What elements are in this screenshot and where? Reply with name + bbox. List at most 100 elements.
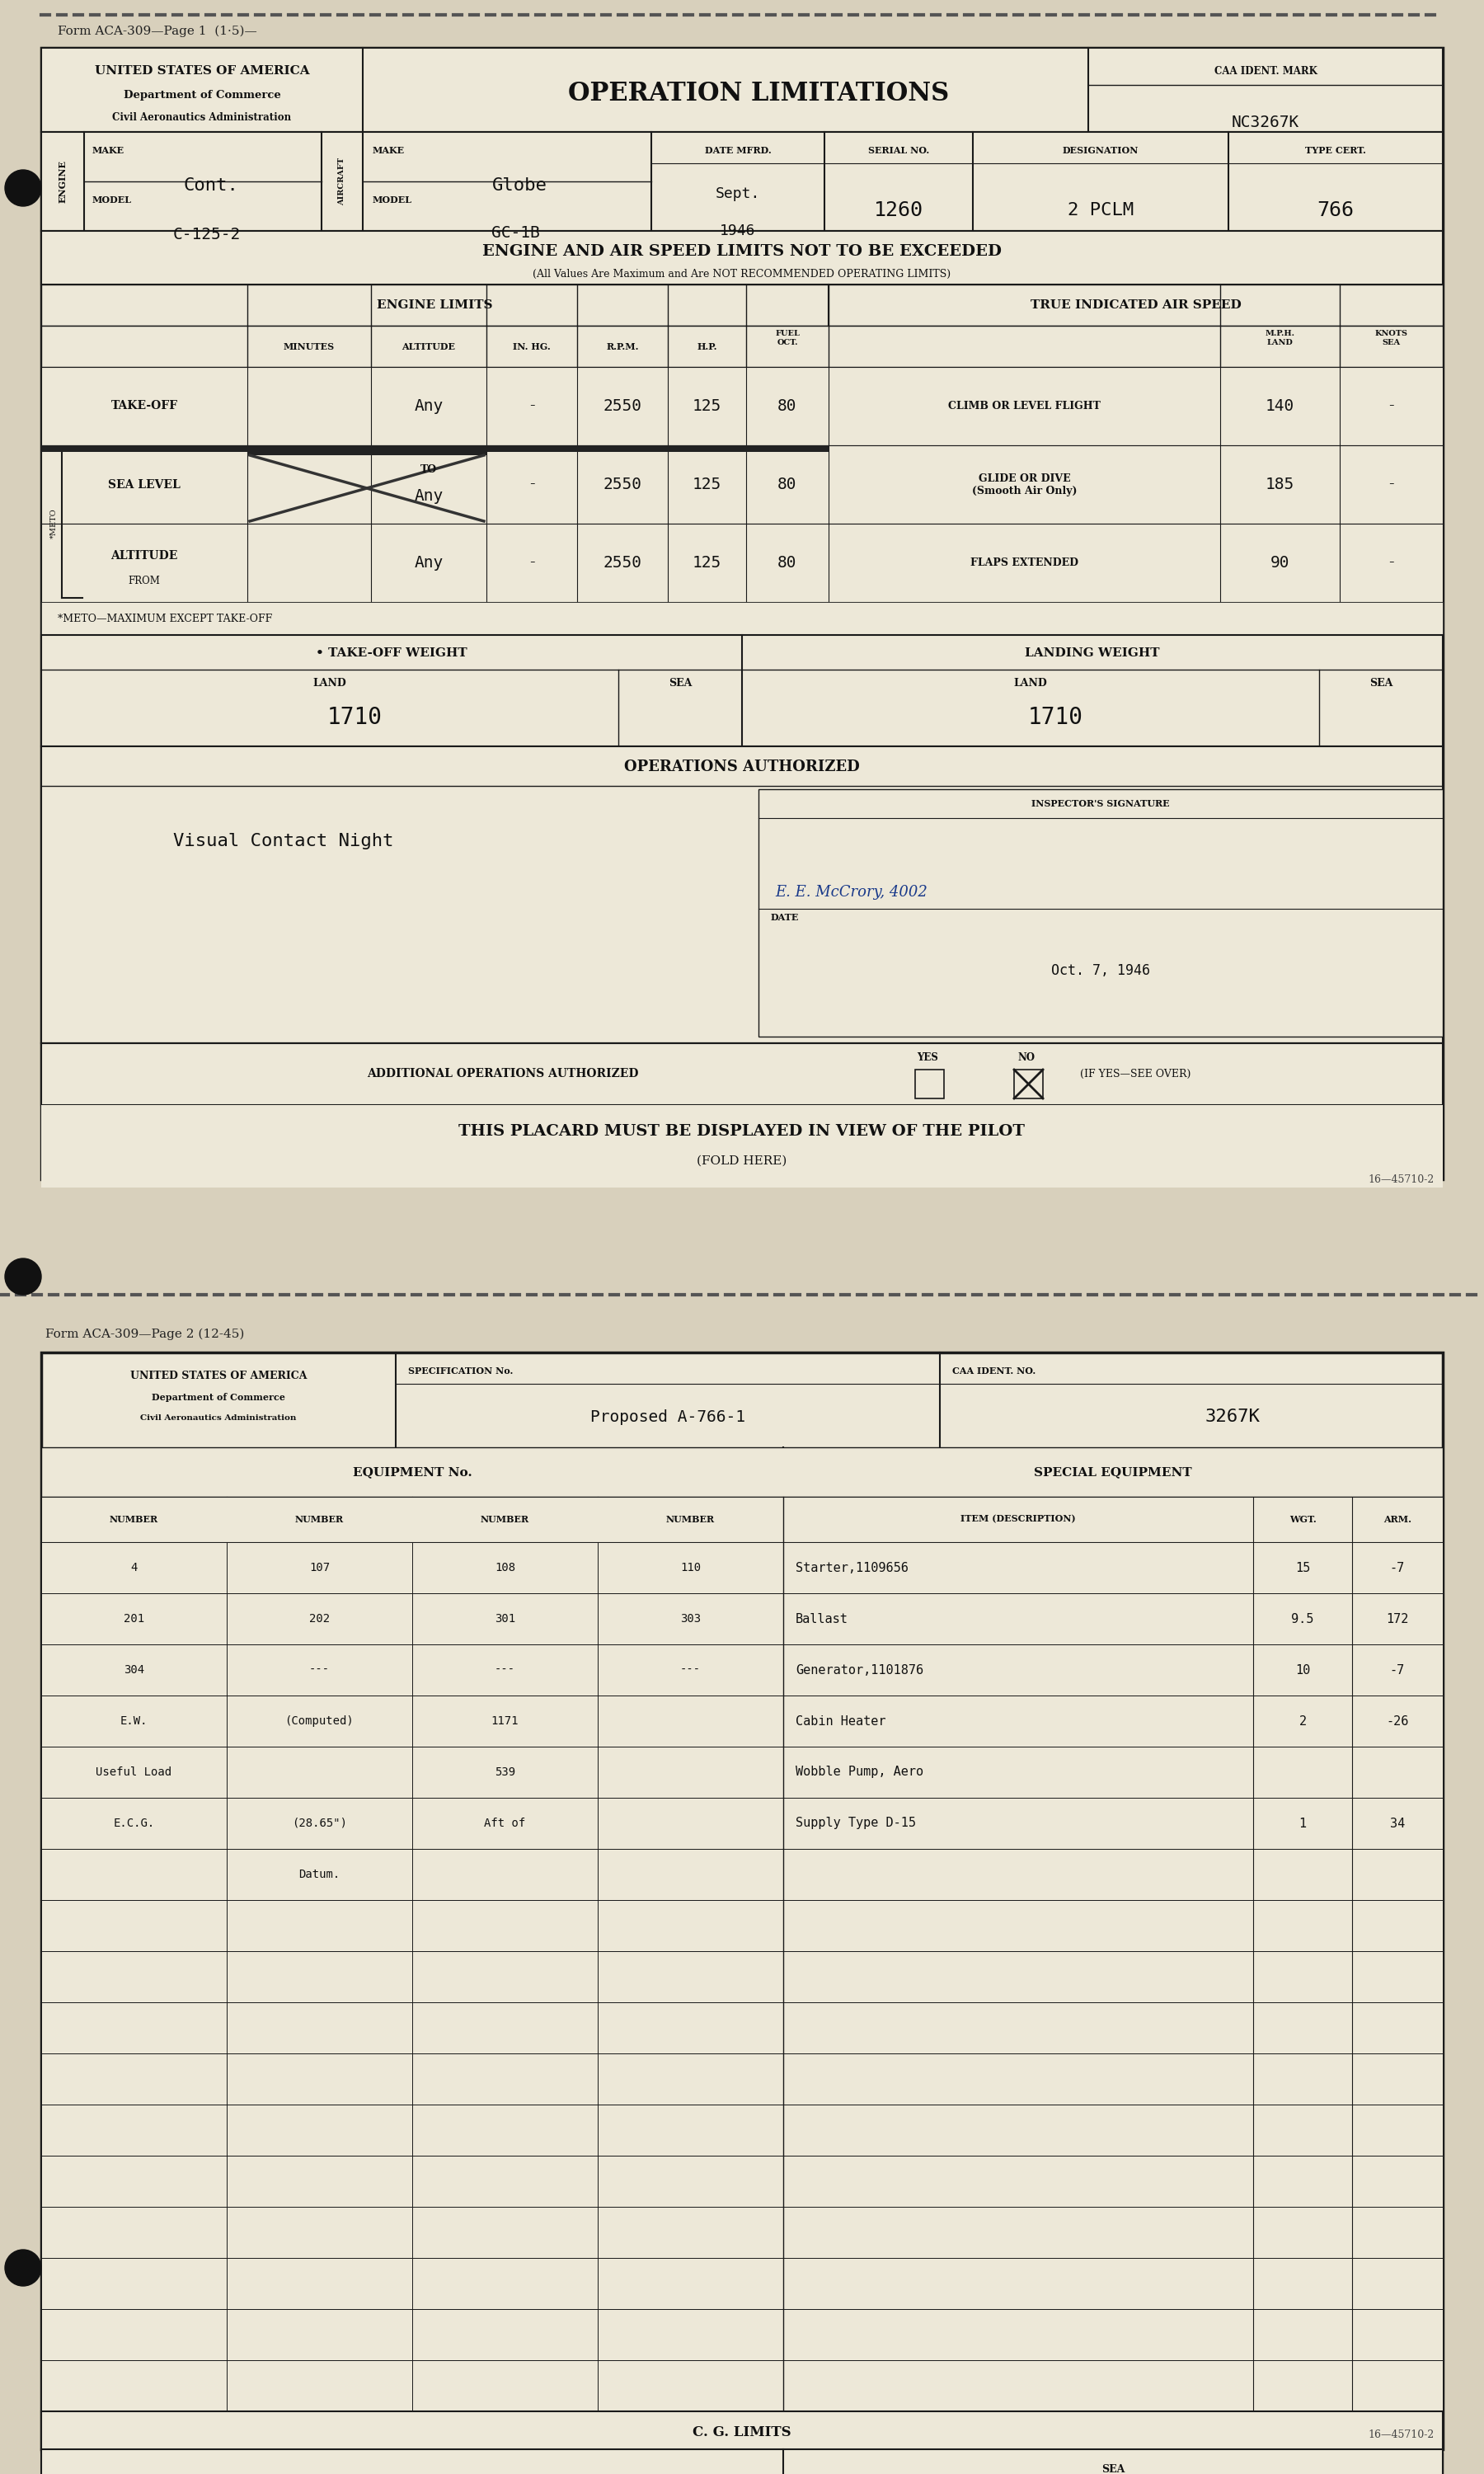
Bar <box>42 2449 1442 2474</box>
Text: 16—45710-2: 16—45710-2 <box>1368 1175 1435 1185</box>
Text: 539: 539 <box>494 1766 515 1779</box>
Bar <box>42 1799 1442 1848</box>
Text: FROM: FROM <box>128 576 160 586</box>
Text: • TAKE-OFF WEIGHT: • TAKE-OFF WEIGHT <box>316 648 467 658</box>
Text: SERIAL NO.: SERIAL NO. <box>868 146 929 153</box>
Text: Any: Any <box>414 398 444 413</box>
Bar <box>42 1848 1442 1900</box>
Text: Proposed A-766-1: Proposed A-766-1 <box>591 1410 745 1425</box>
Text: 80: 80 <box>778 554 797 571</box>
Text: SEA: SEA <box>668 678 692 688</box>
Bar <box>42 1541 1442 1593</box>
Text: 34: 34 <box>1391 1816 1405 1831</box>
Bar <box>42 2412 1442 2452</box>
Text: (IF YES—SEE OVER): (IF YES—SEE OVER) <box>1080 1069 1190 1079</box>
Text: NUMBER: NUMBER <box>481 1514 530 1524</box>
Text: ALTITUDE: ALTITUDE <box>402 341 456 351</box>
Text: 172: 172 <box>1386 1613 1408 1625</box>
Bar <box>42 230 1442 285</box>
Text: 80: 80 <box>778 398 797 413</box>
Text: LAND: LAND <box>1014 678 1048 688</box>
Text: -: - <box>1389 477 1393 492</box>
Text: OPERATION LIMITATIONS: OPERATION LIMITATIONS <box>568 82 950 106</box>
Text: ---: --- <box>494 1665 515 1675</box>
Text: 303: 303 <box>680 1613 700 1625</box>
Text: Any: Any <box>414 554 444 571</box>
Bar <box>248 445 487 455</box>
Text: THIS PLACARD MUST BE DISPLAYED IN VIEW OF THE PILOT: THIS PLACARD MUST BE DISPLAYED IN VIEW O… <box>459 1123 1025 1138</box>
Text: 201: 201 <box>123 1613 144 1625</box>
Bar <box>42 1106 1442 1188</box>
Text: (All Values Are Maximum and Are NOT RECOMMENDED OPERATING LIMITS): (All Values Are Maximum and Are NOT RECO… <box>533 270 951 280</box>
Text: -: - <box>528 557 534 571</box>
Bar <box>42 2259 1442 2308</box>
Text: 766: 766 <box>1318 200 1353 220</box>
Bar <box>42 1695 1442 1747</box>
Bar <box>42 327 1442 366</box>
Text: Aft of: Aft of <box>484 1818 525 1828</box>
Text: 1260: 1260 <box>874 200 923 220</box>
Text: IN. HG.: IN. HG. <box>513 341 551 351</box>
Text: 125: 125 <box>693 554 721 571</box>
Text: ---: --- <box>680 1665 700 1675</box>
Text: SPECIFICATION No.: SPECIFICATION No. <box>408 1366 513 1376</box>
Text: 125: 125 <box>693 398 721 413</box>
Text: H.P.: H.P. <box>697 341 717 351</box>
Bar <box>42 47 1442 131</box>
Text: FLAPS EXTENDED: FLAPS EXTENDED <box>971 557 1079 569</box>
Text: Civil Aeronautics Administration: Civil Aeronautics Administration <box>113 111 291 121</box>
Bar <box>42 524 1442 601</box>
Text: EQUIPMENT No.: EQUIPMENT No. <box>353 1467 472 1477</box>
Bar <box>42 2001 1442 2053</box>
Bar <box>42 445 1442 524</box>
Text: Ballast: Ballast <box>795 1613 849 1625</box>
Bar <box>42 2452 1442 2474</box>
Bar <box>1014 1069 1043 1098</box>
Text: ENGINE LIMITS: ENGINE LIMITS <box>377 299 493 312</box>
Text: KNOTS
SEA: KNOTS SEA <box>1374 329 1408 346</box>
Text: ENGINE AND AIR SPEED LIMITS NOT TO BE EXCEEDED: ENGINE AND AIR SPEED LIMITS NOT TO BE EX… <box>482 245 1002 260</box>
Text: R.P.M.: R.P.M. <box>605 341 638 351</box>
Text: Any: Any <box>414 487 444 505</box>
Text: -: - <box>528 398 534 413</box>
Text: ITEM (DESCRIPTION): ITEM (DESCRIPTION) <box>960 1514 1076 1524</box>
Text: -7: -7 <box>1391 1663 1405 1677</box>
Text: CLIMB OR LEVEL FLIGHT: CLIMB OR LEVEL FLIGHT <box>948 401 1101 411</box>
Text: M.P.H.
LAND: M.P.H. LAND <box>1264 329 1294 346</box>
Text: GLIDE OR DIVE
(Smooth Air Only): GLIDE OR DIVE (Smooth Air Only) <box>972 473 1077 495</box>
Text: -7: -7 <box>1391 1561 1405 1573</box>
Text: LANDING WEIGHT: LANDING WEIGHT <box>1025 648 1160 658</box>
Circle shape <box>4 1259 42 1294</box>
Bar <box>42 445 828 453</box>
Text: 301: 301 <box>494 1613 515 1625</box>
Text: NUMBER: NUMBER <box>110 1514 159 1524</box>
Text: YES: YES <box>917 1054 938 1064</box>
Text: E.W.: E.W. <box>120 1714 148 1727</box>
Bar <box>758 789 1442 1037</box>
Text: ENGINE: ENGINE <box>58 161 67 203</box>
Text: CAA IDENT. NO.: CAA IDENT. NO. <box>953 1366 1036 1376</box>
Text: MODEL: MODEL <box>92 195 132 205</box>
Text: 185: 185 <box>1266 477 1294 492</box>
Text: NO: NO <box>1018 1054 1036 1064</box>
Text: 1710: 1710 <box>326 705 383 730</box>
Text: LAND: LAND <box>313 678 347 688</box>
Text: 202: 202 <box>309 1613 329 1625</box>
Text: 2550: 2550 <box>603 477 641 492</box>
Text: UNITED STATES OF AMERICA: UNITED STATES OF AMERICA <box>95 64 310 77</box>
Text: 3267K: 3267K <box>1205 1408 1260 1425</box>
Text: UNITED STATES OF AMERICA: UNITED STATES OF AMERICA <box>131 1371 307 1380</box>
Text: (FOLD HERE): (FOLD HERE) <box>697 1155 787 1168</box>
Bar <box>42 366 1442 445</box>
Text: GC-1B: GC-1B <box>491 225 540 240</box>
Text: 2550: 2550 <box>603 398 641 413</box>
Text: INSPECTOR'S SIGNATURE: INSPECTOR'S SIGNATURE <box>1031 799 1169 809</box>
Text: 16—45710-2: 16—45710-2 <box>1368 2429 1435 2439</box>
Text: DATE MFRD.: DATE MFRD. <box>705 146 772 153</box>
Text: OPERATIONS AUTHORIZED: OPERATIONS AUTHORIZED <box>625 760 859 774</box>
Text: 140: 140 <box>1266 398 1294 413</box>
Text: SEA: SEA <box>1370 678 1392 688</box>
Text: Cont.: Cont. <box>184 178 239 193</box>
Text: -: - <box>1389 557 1393 571</box>
Text: Globe: Globe <box>491 178 548 193</box>
